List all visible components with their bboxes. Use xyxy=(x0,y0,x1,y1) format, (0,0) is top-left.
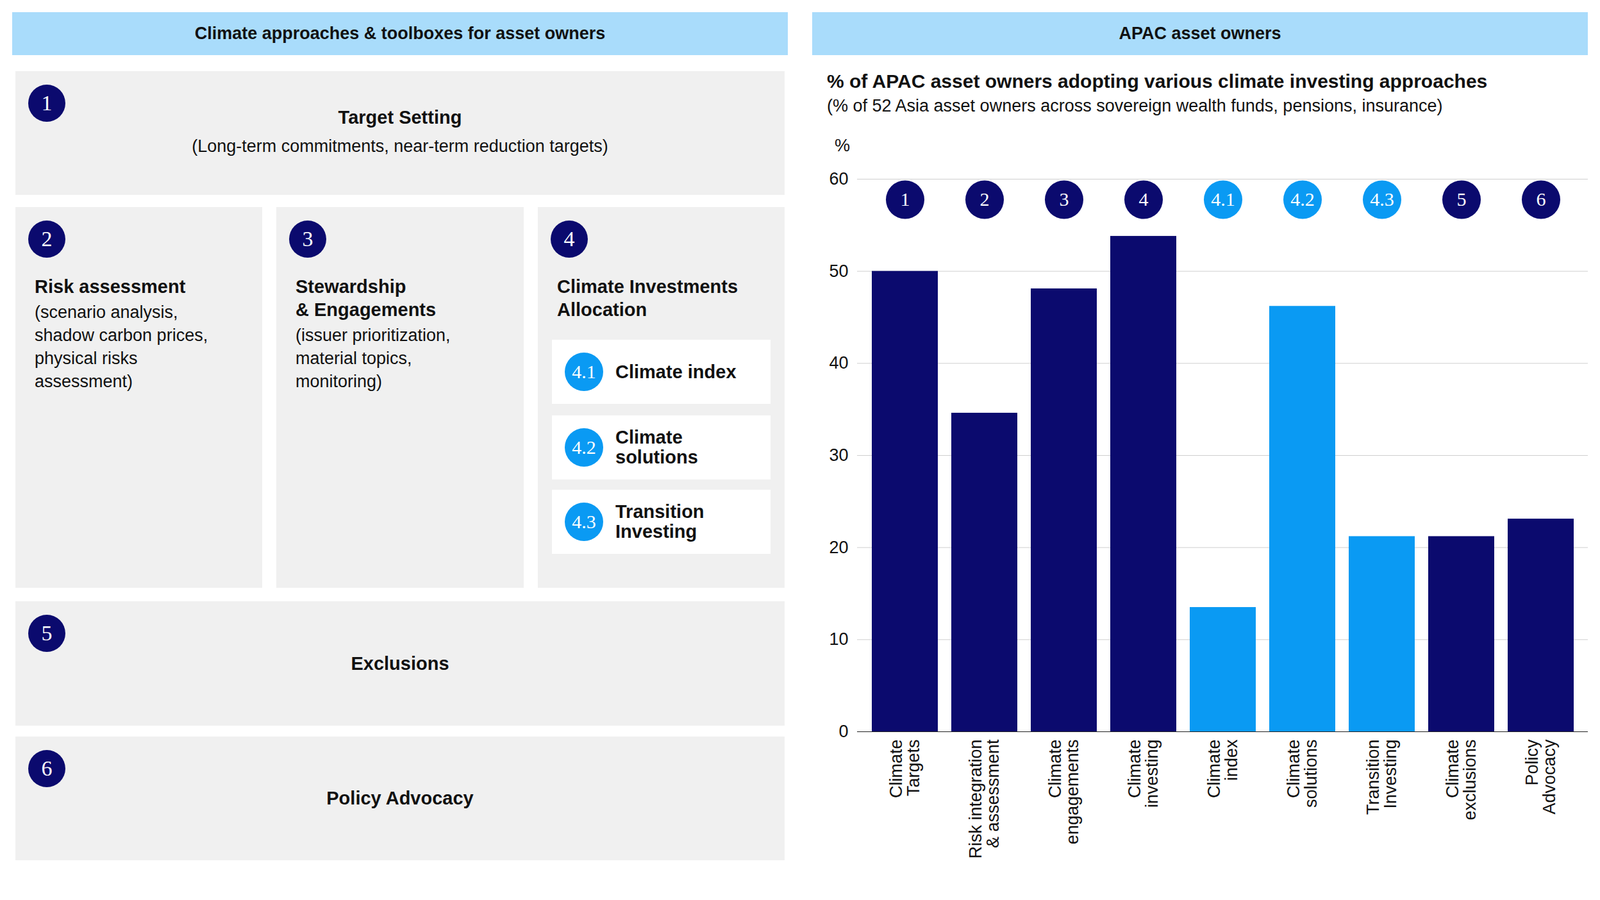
svg-text:10: 10 xyxy=(828,629,849,649)
html-text:(Long-term commitments, near-t: (Long-term commitments, near-term reduct… xyxy=(191,136,609,156)
svg-text:Risk integration& assessment: Risk integration& assessment xyxy=(966,739,1003,859)
svg-text:1: 1 xyxy=(900,188,911,210)
html-text:Target Setting: Target Setting xyxy=(338,107,462,128)
svg-text:4: 4 xyxy=(1139,188,1149,210)
html-text:Climate solutions: Climate solutions xyxy=(615,426,699,468)
html-text:4.2: 4.2 xyxy=(571,436,597,458)
svg-text:Climateexclusions: Climateexclusions xyxy=(1442,739,1480,821)
svg-text:TransitionInvesting: TransitionInvesting xyxy=(1363,739,1400,816)
svg-text:Climateinvesting: Climateinvesting xyxy=(1125,739,1162,809)
html-text:Stewardship & Engagements: Stewardship & Engagements xyxy=(295,276,437,320)
svg-text:4.3: 4.3 xyxy=(1369,188,1395,210)
html-text:APAC asset owners: APAC asset owners xyxy=(1118,23,1282,43)
svg-text:2: 2 xyxy=(980,188,990,210)
html-text:Policy Advocacy: Policy Advocacy xyxy=(326,787,474,809)
html-text:(% of 52 Asia asset owners acr: (% of 52 Asia asset owners across sovere… xyxy=(826,96,1443,116)
svg-text:20: 20 xyxy=(828,537,849,558)
html-text:1: 1 xyxy=(41,91,53,115)
html-text:4.1: 4.1 xyxy=(571,360,597,383)
html-text:(scenario analysis, shadow car: (scenario analysis, shadow carbon prices… xyxy=(34,302,208,392)
html-text:4.3: 4.3 xyxy=(571,510,597,533)
html-text:Exclusions: Exclusions xyxy=(350,652,450,674)
svg-text:Climateindex: Climateindex xyxy=(1204,739,1242,799)
html-text:Risk assessment: Risk assessment xyxy=(34,276,186,297)
svg-text:5: 5 xyxy=(1457,188,1467,210)
svg-text:PolicyAdvocacy: PolicyAdvocacy xyxy=(1522,739,1559,815)
svg-text:0: 0 xyxy=(838,721,849,742)
html-text:Climate approaches & toolboxes: Climate approaches & toolboxes for asset… xyxy=(194,23,606,43)
html-text:(issuer prioritization, materi: (issuer prioritization, material topics,… xyxy=(295,325,451,392)
svg-text:60: 60 xyxy=(828,169,849,189)
html-text:5: 5 xyxy=(41,621,53,645)
svg-text:6: 6 xyxy=(1536,188,1547,210)
html-text:6: 6 xyxy=(41,756,53,781)
svg-text:4.2: 4.2 xyxy=(1290,188,1315,210)
svg-text:30: 30 xyxy=(828,445,849,465)
svg-text:ClimateTargets: ClimateTargets xyxy=(886,739,924,799)
html-text:3: 3 xyxy=(302,226,314,251)
svg-text:50: 50 xyxy=(828,261,849,281)
svg-text:Climateengagements: Climateengagements xyxy=(1045,739,1083,845)
html-text:Climate Investments Allocation: Climate Investments Allocation xyxy=(557,276,738,320)
svg-text:3: 3 xyxy=(1059,188,1070,210)
html-text:% of APAC asset owners adoptin: % of APAC asset owners adopting various … xyxy=(826,70,1488,92)
svg-text:40: 40 xyxy=(828,353,849,373)
html-text:2: 2 xyxy=(41,226,53,251)
html-text:Transition Investing: Transition Investing xyxy=(615,501,705,542)
html-text:4: 4 xyxy=(563,226,575,251)
svg-text:Climatesolutions: Climatesolutions xyxy=(1283,739,1321,809)
svg-text:4.1: 4.1 xyxy=(1210,188,1236,210)
html-text:Climate index: Climate index xyxy=(615,361,737,382)
